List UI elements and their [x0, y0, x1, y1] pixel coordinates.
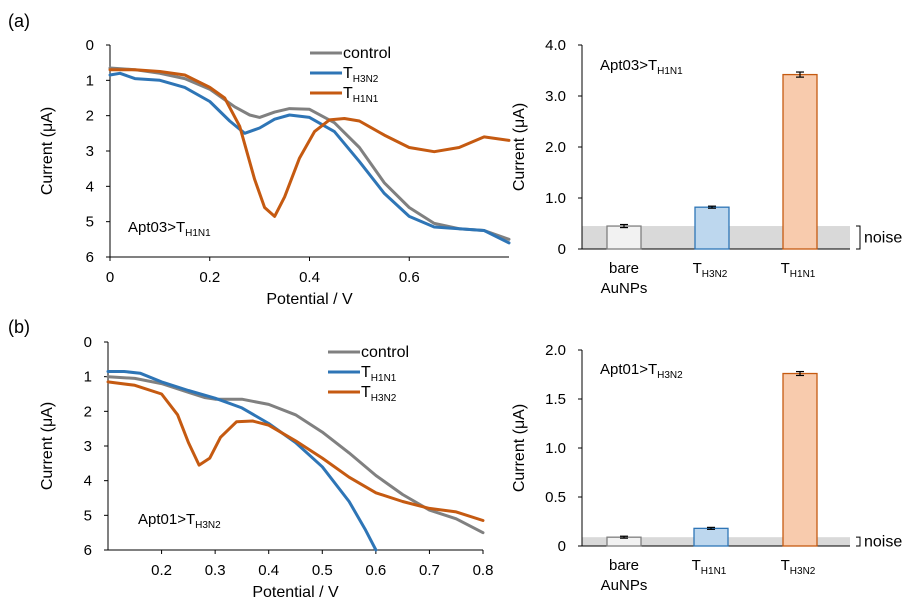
y-axis-label: Current (μA) [39, 402, 56, 490]
y-tick-label: 4 [86, 178, 94, 195]
noise-bracket [856, 536, 861, 547]
bar-1 [694, 206, 730, 250]
series-line-control [106, 375, 485, 535]
x-tick-label: 0.7 [419, 562, 440, 579]
x-tick-label: 0.6 [399, 269, 420, 286]
y-tick-label: 0.5 [545, 489, 566, 506]
bar-2 [782, 372, 818, 547]
panel-a-label: (a) [8, 11, 30, 31]
y-tick-label: 4 [84, 473, 92, 490]
x-tick-label: 0.4 [299, 269, 320, 286]
series-line-TH3N2 [108, 71, 511, 245]
y-tick-label: 0 [86, 37, 94, 54]
y-tick-label: 5 [84, 507, 92, 524]
bar-1 [693, 527, 729, 547]
y-tick-label: 1.0 [545, 190, 566, 207]
y-tick-label: 3 [84, 438, 92, 455]
x-tick-label: 0.2 [199, 269, 220, 286]
y-tick-label: 6 [84, 542, 92, 559]
noise-label: noise [864, 230, 902, 247]
y-tick-label: 5 [86, 214, 94, 231]
x-tick-label: 0.2 [151, 562, 172, 579]
y-axis-label: Current (μA) [511, 404, 528, 492]
y-tick-label: 0 [558, 538, 566, 555]
category-label: TH1N1 [781, 260, 816, 280]
legend-label-TH1N1: TH1N1 [361, 364, 397, 384]
annotation-label: Apt01>TH3N2 [138, 511, 221, 531]
category-label: AuNPs [601, 280, 648, 297]
annotation-label: Apt01>TH3N2 [600, 361, 683, 381]
category-label: TH3N2 [781, 557, 816, 577]
category-label: bare [609, 260, 639, 277]
category-label: TH3N2 [693, 260, 728, 280]
y-tick-label: 6 [86, 249, 94, 266]
x-tick-label: 0 [106, 269, 114, 286]
y-tick-label: 0 [84, 334, 92, 351]
legend-label-TH3N2: TH3N2 [343, 65, 379, 85]
y-tick-label: 1 [86, 72, 94, 89]
chart-b-line: 0 1 2 3 4 5 6 0.2 0.3 0.4 0.5 0.6 0.7 0.8 Potential / … [39, 334, 493, 601]
x-axis-label: Potential / V [266, 291, 353, 308]
y-tick-label: 4.0 [545, 37, 566, 54]
panel-b-label: (b) [8, 317, 30, 337]
annotation-label: Apt03>TH1N1 [128, 219, 211, 239]
legend-label-TH1N1: TH1N1 [343, 85, 379, 105]
y-tick-label: 1.5 [545, 391, 566, 408]
y-tick-label: 3.0 [545, 88, 566, 105]
y-tick-label: 2 [86, 108, 94, 125]
bar-0 [606, 225, 642, 250]
noise-label: noise [864, 534, 902, 551]
y-tick-label: 0 [558, 241, 566, 258]
legend-label-TH3N2: TH3N2 [361, 384, 397, 404]
noise-bracket [856, 225, 861, 250]
legend-label-control: control [343, 45, 391, 62]
y-tick-label: 1.0 [545, 440, 566, 457]
legend-label-control: control [361, 344, 409, 361]
series-line-TH1N1 [106, 370, 378, 552]
series-line-TH1N1 [108, 68, 511, 218]
y-tick-label: 1 [84, 369, 92, 386]
category-label: TH1N1 [692, 557, 727, 577]
category-label: AuNPs [601, 577, 648, 594]
bar-2 [782, 73, 818, 250]
y-axis-label: Current (μA) [39, 107, 56, 195]
x-tick-label: 0.3 [205, 562, 226, 579]
annotation-label: Apt03>TH1N1 [600, 57, 683, 77]
x-tick-label: 0.6 [365, 562, 386, 579]
chart-a-bar: noise 0 1.0 2.0 3.0 4.0 Current (μA) bare AuNPs T… [511, 37, 902, 297]
y-tick-label: 2.0 [545, 139, 566, 156]
y-axis-label: Current (μA) [511, 103, 528, 191]
y-tick-label: 2 [84, 403, 92, 420]
x-tick-label: 0.5 [312, 562, 333, 579]
series-line-TH3N2 [106, 380, 485, 522]
y-tick-label: 2.0 [545, 342, 566, 359]
x-axis-label: Potential / V [252, 584, 339, 601]
category-label: bare [609, 557, 639, 574]
chart-b-bar: noise 0 0.5 1.0 1.5 2.0 Current (μA) bare AuNPs T… [511, 342, 902, 594]
x-tick-label: 0.8 [473, 562, 494, 579]
x-tick-label: 0.4 [258, 562, 279, 579]
y-tick-label: 3 [86, 143, 94, 160]
series-line-control [108, 66, 511, 241]
